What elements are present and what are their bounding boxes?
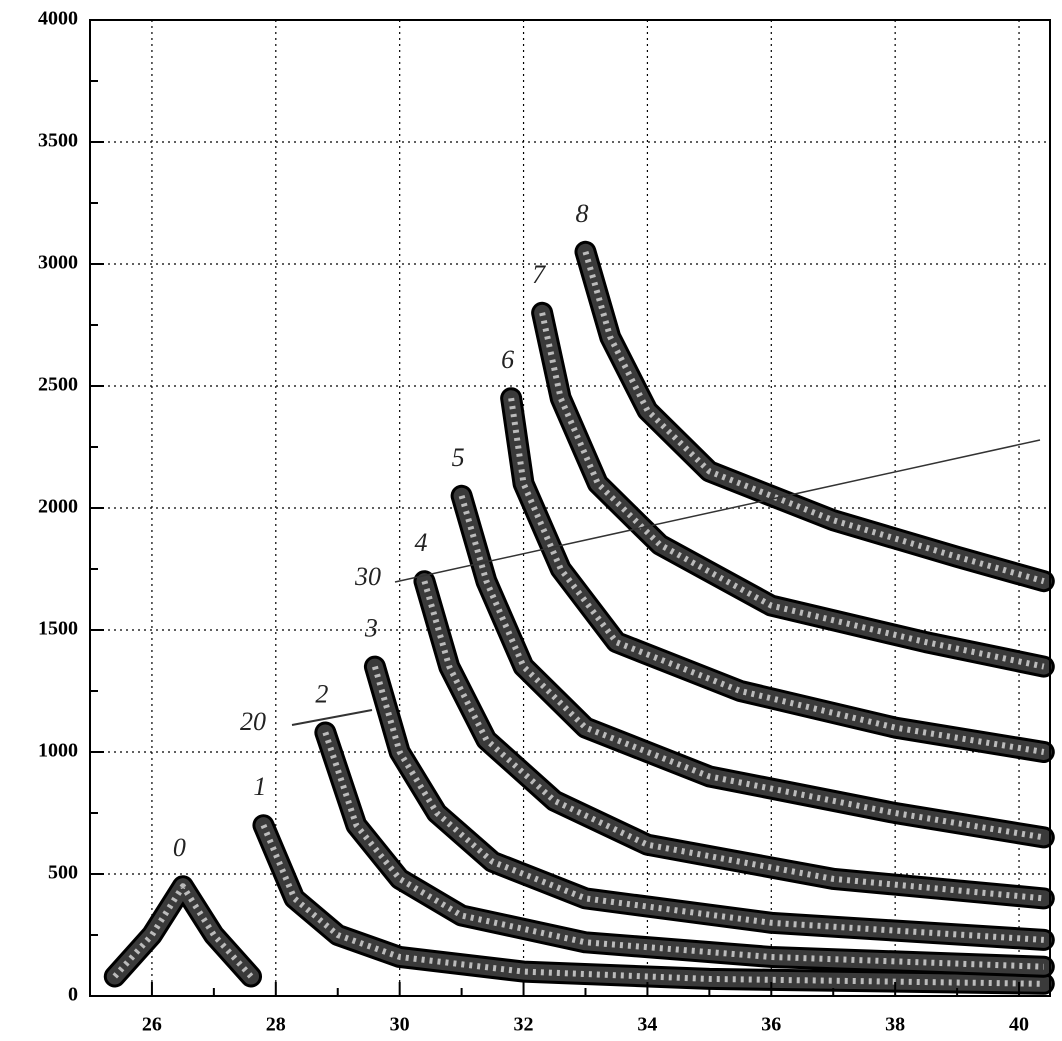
x-tick-label: 38 — [885, 1014, 905, 1036]
contour-texture — [458, 494, 1045, 841]
y-tick-label: 1000 — [38, 740, 78, 762]
contour-texture — [539, 312, 1045, 670]
ridge-label: 7 — [532, 260, 546, 289]
ridge-label: 6 — [501, 345, 514, 374]
x-tick-label: 30 — [390, 1014, 410, 1036]
contour-texture — [421, 580, 1045, 902]
ridge-label: 8 — [575, 199, 588, 228]
annotation: 20 — [240, 707, 266, 736]
contour-texture — [322, 731, 1044, 970]
y-tick-label: 500 — [48, 862, 78, 884]
ridge-label: 1 — [253, 772, 266, 801]
ridge-label: 3 — [364, 614, 378, 643]
contour-texture — [582, 250, 1045, 585]
annotation: 30 — [354, 562, 381, 591]
contour-texture — [372, 665, 1044, 943]
ridge-label: 4 — [414, 528, 427, 557]
y-tick-label: 2000 — [38, 496, 78, 518]
y-tick-label: 2500 — [38, 374, 78, 396]
contour-texture — [112, 883, 254, 979]
x-tick-label: 32 — [514, 1014, 534, 1036]
plot-area — [90, 19, 1055, 997]
y-tick-label: 4000 — [38, 8, 78, 30]
ridge-label: 2 — [315, 679, 328, 708]
y-tick-label: 3500 — [38, 130, 78, 152]
x-tick-label: 36 — [761, 1014, 781, 1036]
y-tick-label: 3000 — [38, 252, 78, 274]
x-tick-label: 28 — [266, 1014, 286, 1036]
y-tick-label: 0 — [68, 984, 78, 1006]
contour-texture — [260, 824, 1044, 987]
ridge-label: 0 — [173, 833, 186, 862]
x-tick-label: 40 — [1009, 1014, 1029, 1036]
x-tick-label: 34 — [637, 1014, 657, 1036]
x-tick-label: 26 — [142, 1014, 162, 1036]
y-tick-label: 1500 — [38, 618, 78, 640]
ridge-label: 5 — [452, 443, 465, 472]
annotation-line — [291, 709, 373, 726]
contour-band-inner — [503, 390, 1052, 760]
annotation-line — [394, 439, 1041, 583]
